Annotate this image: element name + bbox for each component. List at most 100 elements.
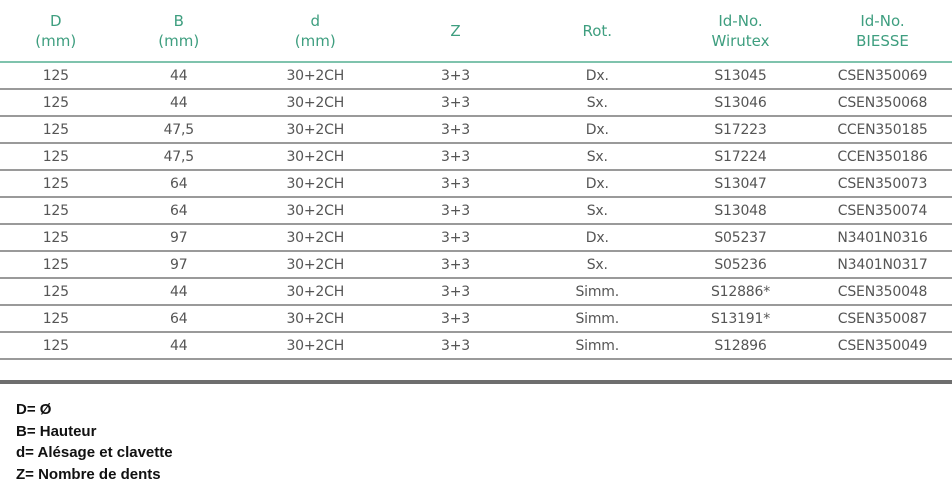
- table-cell: 3+3: [384, 224, 527, 252]
- divider: [0, 380, 952, 384]
- table-cell: 3+3: [384, 197, 527, 225]
- column-header-line: D: [49, 11, 62, 30]
- table-row: 125 64 30+2CH 3+3 Simm. S13191* CSEN350087: [0, 305, 952, 333]
- table-cell: 125: [0, 278, 112, 306]
- column-header: d (mm): [246, 0, 385, 63]
- table-row: 125 64 30+2CH 3+3 Dx. S13047 CSEN350073: [0, 170, 952, 198]
- column-header-line: d: [310, 11, 321, 30]
- table-cell: Sx.: [526, 89, 668, 117]
- column-header-line: (mm): [158, 31, 200, 50]
- table-cell: 44: [111, 278, 246, 306]
- table-cell: 30+2CH: [246, 143, 385, 171]
- table-row: 125 44 30+2CH 3+3 Simm. S12886* CSEN350048: [0, 278, 952, 306]
- table-cell: CSEN350049: [813, 332, 952, 360]
- table-cell: Sx.: [526, 197, 668, 225]
- table-cell: S17224: [668, 143, 813, 171]
- table-cell: 30+2CH: [246, 62, 385, 90]
- legend-item-d-upper: D= Ø: [16, 401, 52, 418]
- legend-item-z: Z= Nombre de dents: [16, 465, 161, 483]
- table-cell: 30+2CH: [246, 305, 385, 333]
- table-cell: 125: [0, 332, 112, 360]
- column-header: Id-No. Wirutex: [668, 0, 813, 63]
- table-cell: 64: [111, 305, 246, 333]
- table-cell: CSEN350048: [813, 278, 952, 306]
- table-cell: 3+3: [384, 170, 527, 198]
- table-cell: S12896: [668, 332, 813, 360]
- legend-item-b: B= Hauteur: [16, 422, 97, 440]
- table-cell: 30+2CH: [246, 197, 385, 225]
- column-header-line: Z: [450, 21, 461, 40]
- table-cell: S05237: [668, 224, 813, 252]
- table-cell: S17223: [668, 116, 813, 144]
- table-cell: Dx.: [526, 170, 668, 198]
- column-header-line: BIESSE: [856, 31, 909, 50]
- table-row: 125 97 30+2CH 3+3 Dx. S05237 N3401N0316: [0, 224, 952, 252]
- table-row: 125 97 30+2CH 3+3 Sx. S05236 N3401N0317: [0, 251, 952, 279]
- table-cell: 3+3: [384, 116, 527, 144]
- column-header: B (mm): [111, 0, 246, 63]
- table-cell: 125: [0, 89, 112, 117]
- table-cell: 30+2CH: [246, 89, 385, 117]
- column-header: Id-No. BIESSE: [813, 0, 952, 63]
- table-cell: 125: [0, 251, 112, 279]
- table-cell: 30+2CH: [246, 224, 385, 252]
- table-cell: 30+2CH: [246, 251, 385, 279]
- table-cell: CSEN350087: [813, 305, 952, 333]
- table-cell: 125: [0, 143, 112, 171]
- table-cell: S13047: [668, 170, 813, 198]
- table-cell: 125: [0, 197, 112, 225]
- table-cell: 64: [111, 197, 246, 225]
- table-cell: S13048: [668, 197, 813, 225]
- column-header-line: Rot.: [582, 21, 613, 40]
- table-cell: CSEN350073: [813, 170, 952, 198]
- column-header-line: (mm): [294, 31, 336, 50]
- table-row: 125 44 30+2CH 3+3 Simm. S12896 CSEN350049: [0, 332, 952, 360]
- table-cell: 125: [0, 305, 112, 333]
- table-cell: N3401N0316: [813, 224, 952, 252]
- table-row: 125 44 30+2CH 3+3 Dx. S13045 CSEN350069: [0, 62, 952, 90]
- table-cell: 30+2CH: [246, 170, 385, 198]
- table-cell: 30+2CH: [246, 116, 385, 144]
- table-cell: Sx.: [526, 251, 668, 279]
- table-cell: S13045: [668, 62, 813, 90]
- product-table: D (mm) B (mm) d (mm) Z Rot. Id-No. Wirutex Id-No. B…: [0, 0, 952, 360]
- table-cell: 3+3: [384, 305, 527, 333]
- table-cell: CCEN350185: [813, 116, 952, 144]
- table-cell: 97: [111, 224, 246, 252]
- column-header-line: B: [173, 11, 184, 30]
- table-cell: 125: [0, 170, 112, 198]
- table-cell: 44: [111, 332, 246, 360]
- column-header-line: (mm): [35, 31, 77, 50]
- table-cell: Simm.: [526, 305, 668, 333]
- table-row: 125 47,5 30+2CH 3+3 Dx. S17223 CCEN350185: [0, 116, 952, 144]
- table-cell: Sx.: [526, 143, 668, 171]
- table-cell: 47,5: [111, 116, 246, 144]
- column-header-line: Id-No.: [860, 11, 905, 30]
- table-cell: Dx.: [526, 116, 668, 144]
- table-cell: CSEN350068: [813, 89, 952, 117]
- table-cell: CSEN350074: [813, 197, 952, 225]
- table-cell: N3401N0317: [813, 251, 952, 279]
- table-cell: 3+3: [384, 251, 527, 279]
- table-row: 125 47,5 30+2CH 3+3 Sx. S17224 CCEN350186: [0, 143, 952, 171]
- table-cell: CCEN350186: [813, 143, 952, 171]
- column-header: Z: [384, 0, 527, 63]
- table-cell: 125: [0, 224, 112, 252]
- table-cell: S05236: [668, 251, 813, 279]
- table-cell: 3+3: [384, 62, 527, 90]
- table-cell: Dx.: [526, 224, 668, 252]
- table-cell: S13191*: [668, 305, 813, 333]
- table-cell: 44: [111, 62, 246, 90]
- table-cell: S13046: [668, 89, 813, 117]
- table-cell: 47,5: [111, 143, 246, 171]
- table-cell: Simm.: [526, 278, 668, 306]
- column-header-line: Id-No.: [718, 11, 763, 30]
- legend-item-d-lower: d= Alésage et clavette: [16, 444, 173, 461]
- table-cell: 125: [0, 62, 112, 90]
- column-header: D (mm): [0, 0, 112, 63]
- column-header-line: Wirutex: [711, 31, 770, 50]
- table-cell: 64: [111, 170, 246, 198]
- table-cell: 3+3: [384, 278, 527, 306]
- table-cell: 3+3: [384, 143, 527, 171]
- table-cell: 3+3: [384, 332, 527, 360]
